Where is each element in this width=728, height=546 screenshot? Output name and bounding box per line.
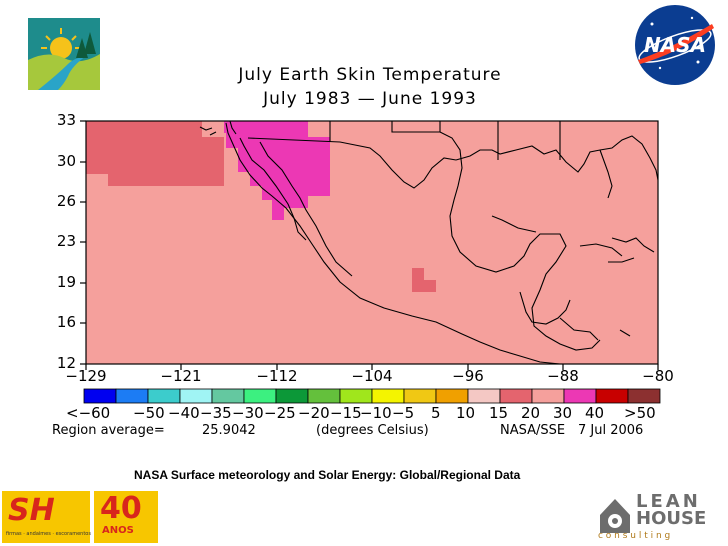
lean-house-consulting: c o n s u l t i n g [598, 531, 671, 541]
lean-house-house: HOUSE [636, 508, 707, 529]
legend-swatch [179, 388, 213, 404]
legend-swatch [403, 388, 437, 404]
y-tick-label: 30 [56, 152, 76, 170]
legend-swatch [499, 388, 533, 404]
x-tick-label: −88 [547, 367, 579, 385]
40-anos-number: 40 [100, 491, 142, 526]
lean-house-lean: LEAN [636, 491, 701, 512]
x-tick-label: −121 [160, 367, 202, 385]
warm-patch-pacific [86, 121, 224, 186]
y-tick-label: 26 [56, 192, 76, 210]
y-tick-label: 12 [56, 354, 76, 372]
legend-swatch [595, 388, 629, 404]
x-tick-label: −80 [642, 367, 674, 385]
legend-swatch [467, 388, 501, 404]
legend-swatch [211, 388, 245, 404]
legend-label: −30 [232, 404, 264, 422]
page-caption: NASA Surface meteorology and Solar Energ… [134, 468, 521, 482]
sh-logo: SH firmas · andaimes · escoramentos [2, 491, 91, 543]
region-average-value: 25.9042 [202, 423, 256, 438]
40-anos-logo: 40 ANOS [94, 491, 158, 543]
svg-text:NASA: NASA [644, 33, 706, 57]
40-anos-text: ANOS [102, 525, 134, 536]
x-tick-label: −129 [65, 367, 107, 385]
y-tick-label: 19 [56, 273, 76, 291]
legend-label: 15 [489, 404, 509, 422]
map-title-line2: July 1983 — June 1993 [263, 89, 477, 109]
map-title-line1: July Earth Skin Temperature [238, 65, 502, 85]
legend-swatch [563, 388, 597, 404]
legend-swatch [243, 388, 277, 404]
nasa-meatball-logo: NASA [632, 2, 718, 88]
legend-label: −10 [360, 404, 392, 422]
x-tick-label: −104 [351, 367, 393, 385]
legend-label: 10 [456, 404, 476, 422]
house-gear-icon [600, 499, 630, 533]
legend-label: −20 [298, 404, 330, 422]
legend-label: −35 [200, 404, 232, 422]
region-average-label: Region average= [52, 423, 165, 438]
lean-house-logo: LEAN HOUSE c o n s u l t i n g [594, 491, 724, 543]
units-label: (degrees Celsius) [316, 423, 429, 438]
legend-label: 30 [553, 404, 573, 422]
legend-swatch [371, 388, 405, 404]
sh-logo-text: SH [8, 493, 55, 528]
legend-color-bar [83, 388, 661, 404]
sh-logo-tagline: firmas · andaimes · escoramentos [6, 531, 91, 537]
y-tick-label: 33 [56, 111, 76, 129]
hot-patch-sonora [224, 121, 330, 220]
legend-label: <−60 [66, 404, 111, 422]
legend-swatch [339, 388, 373, 404]
legend-swatch [147, 388, 181, 404]
legend-label: >50 [624, 404, 656, 422]
legend-label: −50 [133, 404, 165, 422]
legend-label: 5 [431, 404, 441, 422]
x-tick-label: −96 [452, 367, 484, 385]
y-tick-label: 16 [56, 313, 76, 331]
x-tick-label: −112 [256, 367, 298, 385]
y-tick-marks [80, 120, 86, 365]
source-label: NASA/SSE [500, 423, 566, 438]
legend-swatch [627, 388, 661, 404]
legend-label: −5 [392, 404, 415, 422]
legend-label: −40 [168, 404, 200, 422]
legend-swatch [435, 388, 469, 404]
sun-landscape-logo [28, 18, 100, 90]
coastlines [199, 120, 659, 365]
warm-patch-south [412, 268, 436, 292]
legend-swatch [531, 388, 565, 404]
legend-swatch [115, 388, 149, 404]
legend-swatch [307, 388, 341, 404]
legend-swatch [275, 388, 309, 404]
y-tick-label: 23 [56, 232, 76, 250]
date-label: 7 Jul 2006 [578, 423, 644, 438]
legend-swatch [83, 388, 117, 404]
x-tick-marks [85, 364, 659, 370]
legend-label: −25 [264, 404, 296, 422]
legend-label: 20 [521, 404, 541, 422]
legend-label: −15 [330, 404, 362, 422]
legend-label: 40 [585, 404, 605, 422]
